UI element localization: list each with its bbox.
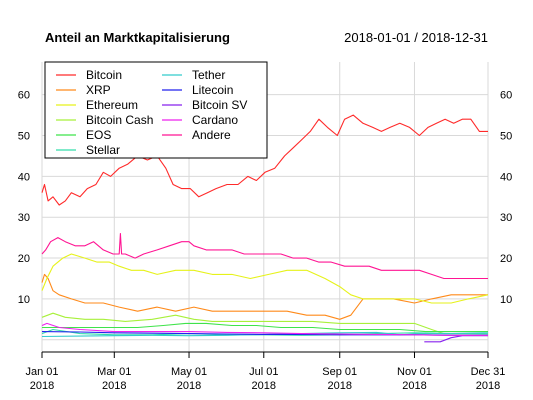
legend-label-bitcoin-sv: Bitcoin SV (192, 98, 247, 112)
legend-label-eos: EOS (86, 128, 111, 142)
legend-label-stellar: Stellar (86, 143, 120, 157)
x-tick-label-6: Dec 31 (471, 366, 506, 378)
y-tick-right-50: 50 (500, 131, 512, 143)
y-tick-left-10: 10 (18, 294, 30, 306)
series-line-bitcoin-sv (424, 335, 488, 343)
x-tick-year-0: 2018 (30, 380, 54, 392)
series-line-andere (41, 232, 488, 280)
series-line-bitcoin-cash (41, 312, 488, 335)
y-tick-right-30: 30 (500, 212, 512, 224)
series-line-bitcoin (41, 114, 488, 206)
x-tick-year-3: 2018 (252, 380, 276, 392)
x-tick-year-1: 2018 (102, 380, 126, 392)
x-tick-label-3: Jul 01 (249, 366, 278, 378)
x-tick-year-6: 2018 (476, 380, 500, 392)
x-tick-year-4: 2018 (327, 380, 351, 392)
legend-label-cardano: Cardano (192, 113, 238, 127)
x-tick-year-5: 2018 (402, 380, 426, 392)
axes: Jan 01 2018 Mar 01 2018 May 01 2018 Jul 01 2018… (18, 90, 513, 392)
y-tick-left-20: 20 (18, 253, 30, 265)
x-tick-label-2: May 01 (171, 366, 207, 378)
legend-label-ethereum: Ethereum (86, 98, 138, 112)
y-tick-right-60: 60 (500, 90, 512, 102)
series-line-xrp (41, 273, 488, 320)
legend-label-litecoin: Litecoin (192, 83, 233, 97)
legend-box (44, 61, 268, 159)
series-line-ethereum (41, 253, 489, 304)
x-tick-label-1: Mar 01 (97, 366, 131, 378)
y-tick-left-30: 30 (18, 212, 30, 224)
x-tick-label-0: Jan 01 (25, 366, 58, 378)
date-range: 2018-01-01 / 2018-12-31 (344, 30, 488, 45)
y-tick-right-10: 10 (500, 294, 512, 306)
y-tick-left-60: 60 (18, 90, 30, 102)
legend-label-bitcoin: Bitcoin (86, 68, 122, 82)
x-tick-label-4: Sep 01 (322, 366, 357, 378)
chart-title: Anteil an Marktkapitalisierung (45, 30, 230, 45)
series-line-eos (42, 322, 488, 333)
series-line-cardano (41, 322, 488, 336)
y-tick-left-40: 40 (18, 171, 30, 183)
y-tick-left-50: 50 (18, 131, 30, 143)
y-tick-right-40: 40 (500, 171, 512, 183)
y-tick-right-20: 20 (500, 253, 512, 265)
x-tick-label-5: Nov 01 (397, 366, 432, 378)
x-tick-year-2: 2018 (177, 380, 201, 392)
legend-label-bitcoin-cash: Bitcoin Cash (86, 113, 153, 127)
legend-label-xrp: XRP (86, 83, 111, 97)
legend-label-andere: Andere (192, 128, 231, 142)
series-lines (41, 114, 489, 343)
legend-label-tether: Tether (192, 68, 225, 82)
